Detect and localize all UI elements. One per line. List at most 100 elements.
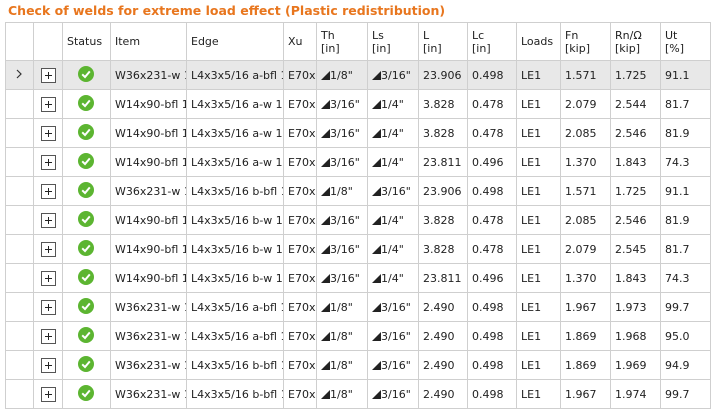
table-row[interactable]: W14x90-bfl 1 L4x3x5/16 a-w 1 E70xx 3/16" 1/4… (5, 118, 711, 148)
cell-text: LE1 (521, 242, 542, 256)
cell-text: E70xx (288, 300, 316, 314)
cell: 2.490 (418, 321, 468, 351)
table-row[interactable]: W36x231-w 1 L4x3x5/16 b-bfl 1 E70xx 1/8" 3/1… (5, 176, 711, 206)
cell-text: 1/4" (381, 97, 404, 111)
cell: LE1 (516, 321, 561, 351)
cell-text: E70xx (288, 155, 316, 169)
row-indicator (5, 350, 34, 380)
cell-text: 1.967 (565, 387, 597, 401)
cell-text: 3/16" (381, 300, 411, 314)
cell: 1/8" (316, 176, 368, 206)
cell: 1.843 (610, 263, 661, 293)
expand-button[interactable] (41, 357, 56, 373)
table-row[interactable]: W14x90-bfl 1 L4x3x5/16 b-w 1 E70xx 3/16" 1/4… (5, 234, 711, 264)
cell-text: W14x90-bfl 1 (115, 242, 187, 256)
icon (372, 273, 381, 283)
expand-button[interactable] (41, 96, 56, 112)
cell: 1.869 (560, 321, 611, 351)
cell-text: 2.085 (565, 126, 597, 140)
cell-text: 0.478 (472, 242, 504, 256)
cell: L4x3x5/16 b-bfl 1 (186, 350, 284, 380)
expand-button[interactable] (41, 154, 56, 170)
cell: 3/16" (367, 292, 419, 322)
cell: 3/16" (316, 118, 368, 148)
table-row[interactable]: W14x90-bfl 1 L4x3x5/16 b-w 1 E70xx 3/16" 1/4… (5, 263, 711, 293)
cell: L4x3x5/16 b-w 1 (186, 263, 284, 293)
cell: 1.969 (610, 350, 661, 380)
icon (321, 360, 330, 370)
icon (372, 331, 381, 341)
cell: L4x3x5/16 a-bfl 1 (186, 321, 284, 351)
cell: LE1 (516, 118, 561, 148)
cell: 1.370 (560, 263, 611, 293)
cell: 0.498 (467, 321, 517, 351)
expand-cell (33, 60, 63, 90)
table-row[interactable]: W36x231-w 1 L4x3x5/16 a-bfl 1 E70xx 1/8" 3/1… (5, 292, 711, 322)
expand-button[interactable] (41, 328, 56, 344)
weld-table: Status Item Edge Xu Th [in] Ls [in] L [in] Lc [in] L… (5, 22, 711, 409)
expand-button[interactable] (41, 125, 56, 141)
table-row[interactable]: W36x231-w 1 L4x3x5/16 b-bfl 1 E70xx 1/8" 3/1… (5, 379, 711, 409)
expand-button[interactable] (41, 299, 56, 315)
icon (321, 273, 330, 283)
cell-text: 3/16" (330, 155, 360, 169)
header-unit: [in] (321, 41, 340, 55)
header-label: Item (115, 35, 141, 48)
icon (321, 215, 330, 225)
table-row[interactable]: W14x90-bfl 1 L4x3x5/16 a-w 1 E70xx 3/16" 1/4… (5, 147, 711, 177)
row-indicator (5, 234, 34, 264)
header-label: Loads (521, 35, 554, 48)
expand-cell (33, 292, 63, 322)
cell-text: L4x3x5/16 b-bfl 1 (191, 358, 284, 372)
cell-text: 1.869 (565, 329, 597, 343)
expand-button[interactable] (41, 241, 56, 257)
cell: 1/8" (316, 350, 368, 380)
table-row[interactable]: W36x231-w 1 L4x3x5/16 b-bfl 1 E70xx 1/8" 3/1… (5, 350, 711, 380)
cell: W36x231-w 1 (110, 379, 187, 409)
cell-text: LE1 (521, 358, 542, 372)
expand-cell (33, 379, 63, 409)
cell-text: L4x3x5/16 b-w 1 (191, 213, 283, 227)
cell: E70xx (283, 292, 317, 322)
cell: 3.828 (418, 89, 468, 119)
expand-button[interactable] (41, 183, 56, 199)
cell-text: 0.498 (472, 358, 504, 372)
cell: E70xx (283, 118, 317, 148)
cell-text: 3/16" (381, 329, 411, 343)
expand-button[interactable] (41, 270, 56, 286)
cell: 81.9 (660, 205, 711, 235)
status-cell (62, 147, 111, 177)
cell: 1/4" (367, 234, 419, 264)
row-indicator (5, 263, 34, 293)
icon (78, 326, 94, 343)
expand-cell (33, 234, 63, 264)
cell: 0.496 (467, 147, 517, 177)
cell-text: LE1 (521, 271, 542, 285)
cell-text: 2.544 (615, 97, 647, 111)
table-row[interactable]: W14x90-bfl 1 L4x3x5/16 b-w 1 E70xx 3/16" 1/4… (5, 205, 711, 235)
table-row[interactable]: W14x90-bfl 1 L4x3x5/16 a-w 1 E70xx 3/16" 1/4… (5, 89, 711, 119)
header-label: Status (67, 35, 103, 48)
cell: 74.3 (660, 263, 711, 293)
table-row[interactable]: W36x231-w 1 L4x3x5/16 a-bfl 1 E70xx 1/8" 3/1… (5, 60, 711, 90)
cell: 3.828 (418, 205, 468, 235)
cell: 0.498 (467, 292, 517, 322)
cell-text: 1/4" (381, 155, 404, 169)
cell-text: W36x231-w 1 (115, 184, 187, 198)
cell: 23.811 (418, 263, 468, 293)
cell: LE1 (516, 205, 561, 235)
cell-text: 1/4" (381, 271, 404, 285)
cell-text: E70xx (288, 68, 316, 82)
cell: L4x3x5/16 b-w 1 (186, 234, 284, 264)
cell-text: LE1 (521, 184, 542, 198)
row-indicator (5, 379, 34, 409)
cell-text: W36x231-w 1 (115, 358, 187, 372)
expand-button[interactable] (41, 386, 56, 402)
table-row[interactable]: W36x231-w 1 L4x3x5/16 a-bfl 1 E70xx 1/8" 3/1… (5, 321, 711, 351)
expand-button[interactable] (41, 212, 56, 228)
cell: 94.9 (660, 350, 711, 380)
cell-text: L4x3x5/16 a-bfl 1 (191, 68, 284, 82)
cell-text: 1.969 (615, 358, 647, 372)
cell: 81.7 (660, 89, 711, 119)
expand-button[interactable] (41, 67, 56, 83)
